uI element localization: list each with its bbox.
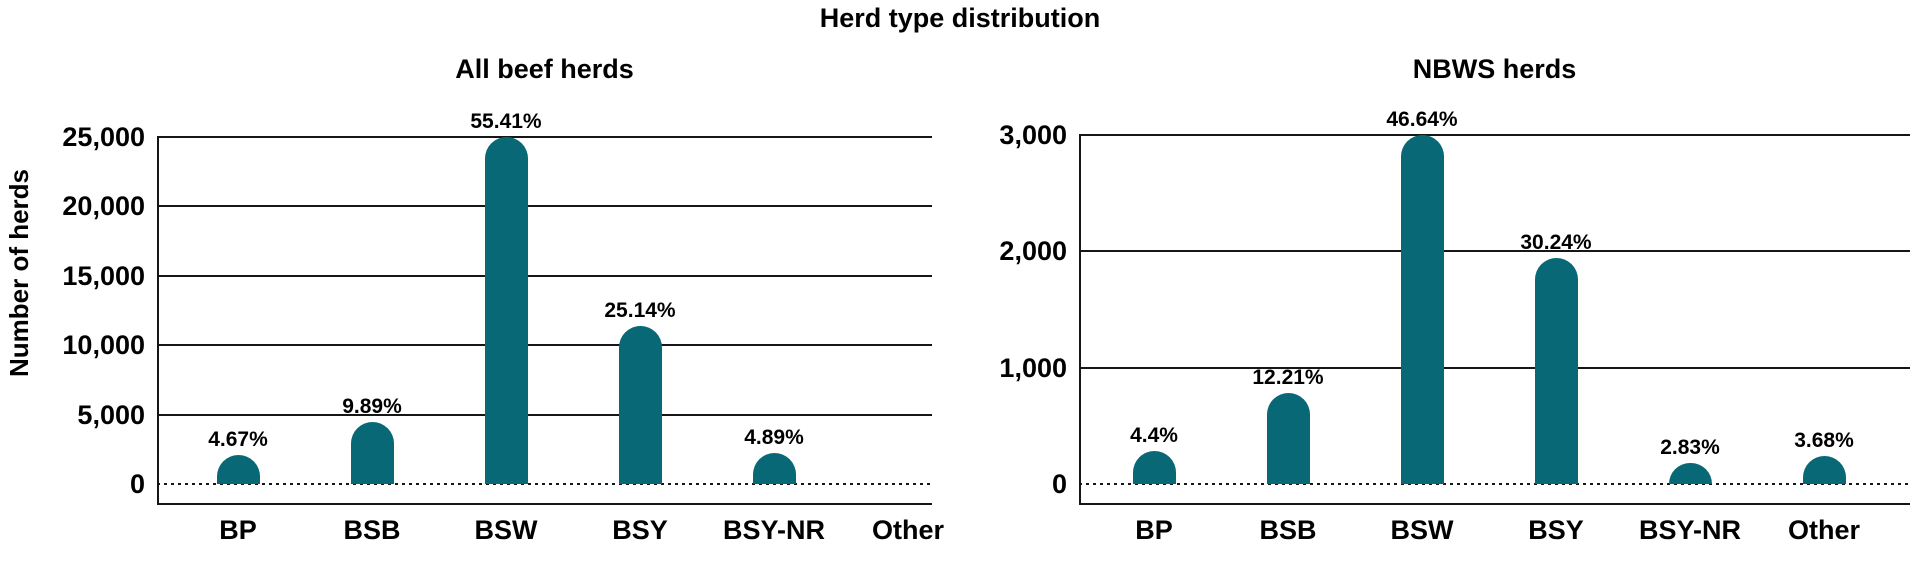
figure-title: Herd type distribution [819,3,1101,33]
bar-bsy-nr [1668,463,1712,484]
bar-value-label-bsw: 55.41% [470,110,542,133]
x-tick-label-bsy-nr: BSY-NR [722,515,825,545]
x-tick-label-other: Other [871,515,944,545]
gridline-3000 [1079,134,1910,136]
bar-value-label-bp: 4.4% [1130,424,1178,447]
x-tick-label-other: Other [1787,515,1860,545]
bar-bsy [618,326,662,484]
bar-value-label-bsw: 46.64% [1386,108,1458,131]
x-tick-label-bsb: BSB [1259,515,1317,545]
bar-value-label-bsb: 9.89% [342,395,402,418]
x-tick-label-bp: BP [219,515,257,545]
y-tick-label: 15,000 [62,260,145,291]
x-tick-label-bsy: BSY [1528,515,1584,545]
gridline-25000 [157,136,932,138]
bar-bp [216,455,260,484]
bar-value-label-other: 3.68% [1794,429,1854,452]
x-tick-label-bsw: BSW [474,515,538,545]
bar-bsb [1266,393,1310,484]
x-tick-label-bsy-nr: BSY-NR [1638,515,1741,545]
y-tick-label: 10,000 [62,330,145,361]
gridline-2000 [1079,250,1910,253]
zero-baseline [157,483,932,485]
x-tick-label-bsw: BSW [1390,515,1454,545]
y-axis-line [1079,134,1081,504]
y-tick-label: 0 [1051,469,1067,499]
gridline-1000 [1079,366,1910,369]
y-tick-label: 1,000 [999,352,1067,383]
bar-bp [1132,451,1176,484]
x-tick-label-bsy: BSY [612,515,668,545]
y-tick-label: 0 [129,469,145,499]
y-tick-label: 20,000 [62,191,145,222]
bar-other [1802,456,1846,484]
gridline-10000 [157,344,932,347]
x-axis-line [157,503,932,505]
gridline-20000 [157,205,932,208]
bar-value-label-bsb: 12.21% [1252,366,1324,389]
gridline-15000 [157,274,932,277]
y-tick-label: 3,000 [999,120,1067,150]
gridline-5000 [157,413,932,416]
x-tick-label-bsb: BSB [343,515,401,545]
bar-bsb [350,422,394,484]
y-tick-label: 2,000 [999,236,1067,267]
bar-value-label-bsy: 30.24% [1520,231,1592,254]
x-tick-label-bp: BP [1135,515,1173,545]
y-tick-label: 25,000 [62,122,145,152]
y-axis-line [157,136,159,504]
bar-value-label-bsy-nr: 4.89% [744,426,804,449]
bar-value-label-bsy: 25.14% [604,299,676,322]
bar-bsy [1534,258,1578,484]
bar-value-label-bsy-nr: 2.83% [1660,436,1720,459]
x-axis-line [1079,503,1910,505]
zero-baseline [1079,483,1910,485]
y-tick-label: 5,000 [77,399,145,430]
chart-title-nbws-herds: NBWS herds [1412,54,1577,84]
bar-bsw [1400,135,1444,484]
bar-bsw [484,137,528,484]
bar-bsy-nr [752,453,796,484]
bar-value-label-bp: 4.67% [208,428,268,451]
chart-title-all-beef-herds: All beef herds [455,54,634,84]
